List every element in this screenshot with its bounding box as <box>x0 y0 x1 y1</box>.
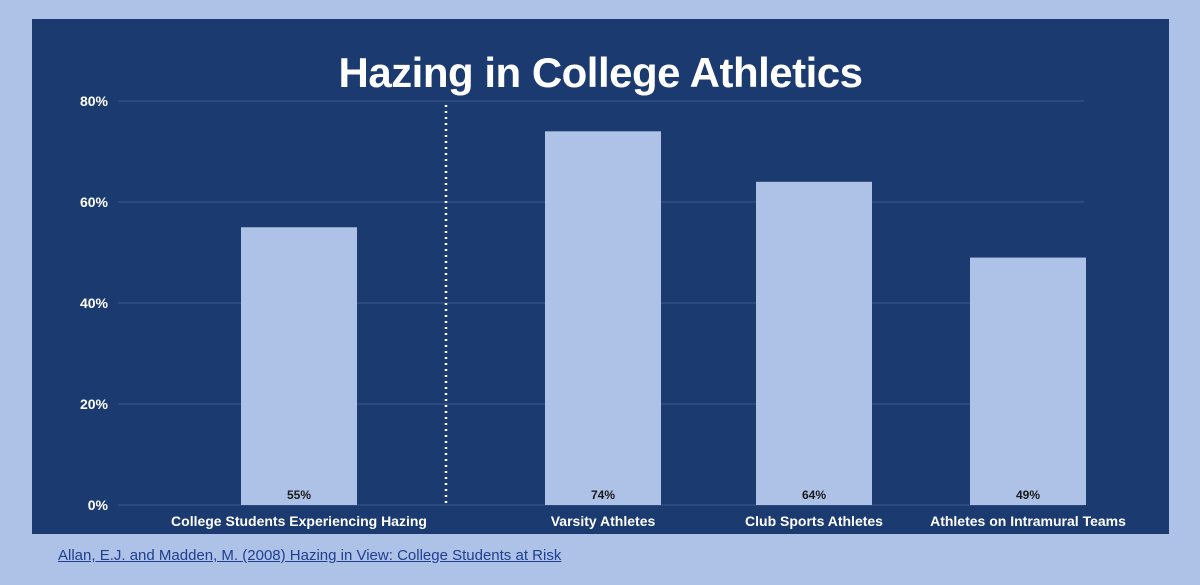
data-label: 64% <box>802 488 826 502</box>
y-tick-label: 20% <box>80 396 109 412</box>
bar-chart: 0% 20% 40% 60% 80% 55% College Students Experi… <box>80 93 1126 529</box>
bar <box>545 131 661 506</box>
y-tick-label: 80% <box>80 93 109 109</box>
category-label: Varsity Athletes <box>551 513 656 529</box>
y-tick-label: 40% <box>80 295 109 311</box>
citation-link[interactable]: Allan, E.J. and Madden, M. (2008) Hazing… <box>58 547 562 564</box>
category-label: Club Sports Athletes <box>745 513 883 529</box>
data-label: 49% <box>1016 488 1040 502</box>
data-label: 55% <box>287 488 311 502</box>
category-label: Athletes on Intramural Teams <box>930 513 1126 529</box>
bar <box>756 181 872 506</box>
chart-title: Hazing in College Athletics <box>338 49 863 96</box>
y-tick-label: 0% <box>88 497 109 513</box>
category-label: College Students Experiencing Hazing <box>171 513 427 529</box>
chart-panel: Hazing in College Athletics 0% 20% 40% 60% 8… <box>32 19 1169 534</box>
y-tick-label: 60% <box>80 194 109 210</box>
bar <box>970 257 1086 505</box>
bar <box>241 227 357 505</box>
data-label: 74% <box>591 488 615 502</box>
